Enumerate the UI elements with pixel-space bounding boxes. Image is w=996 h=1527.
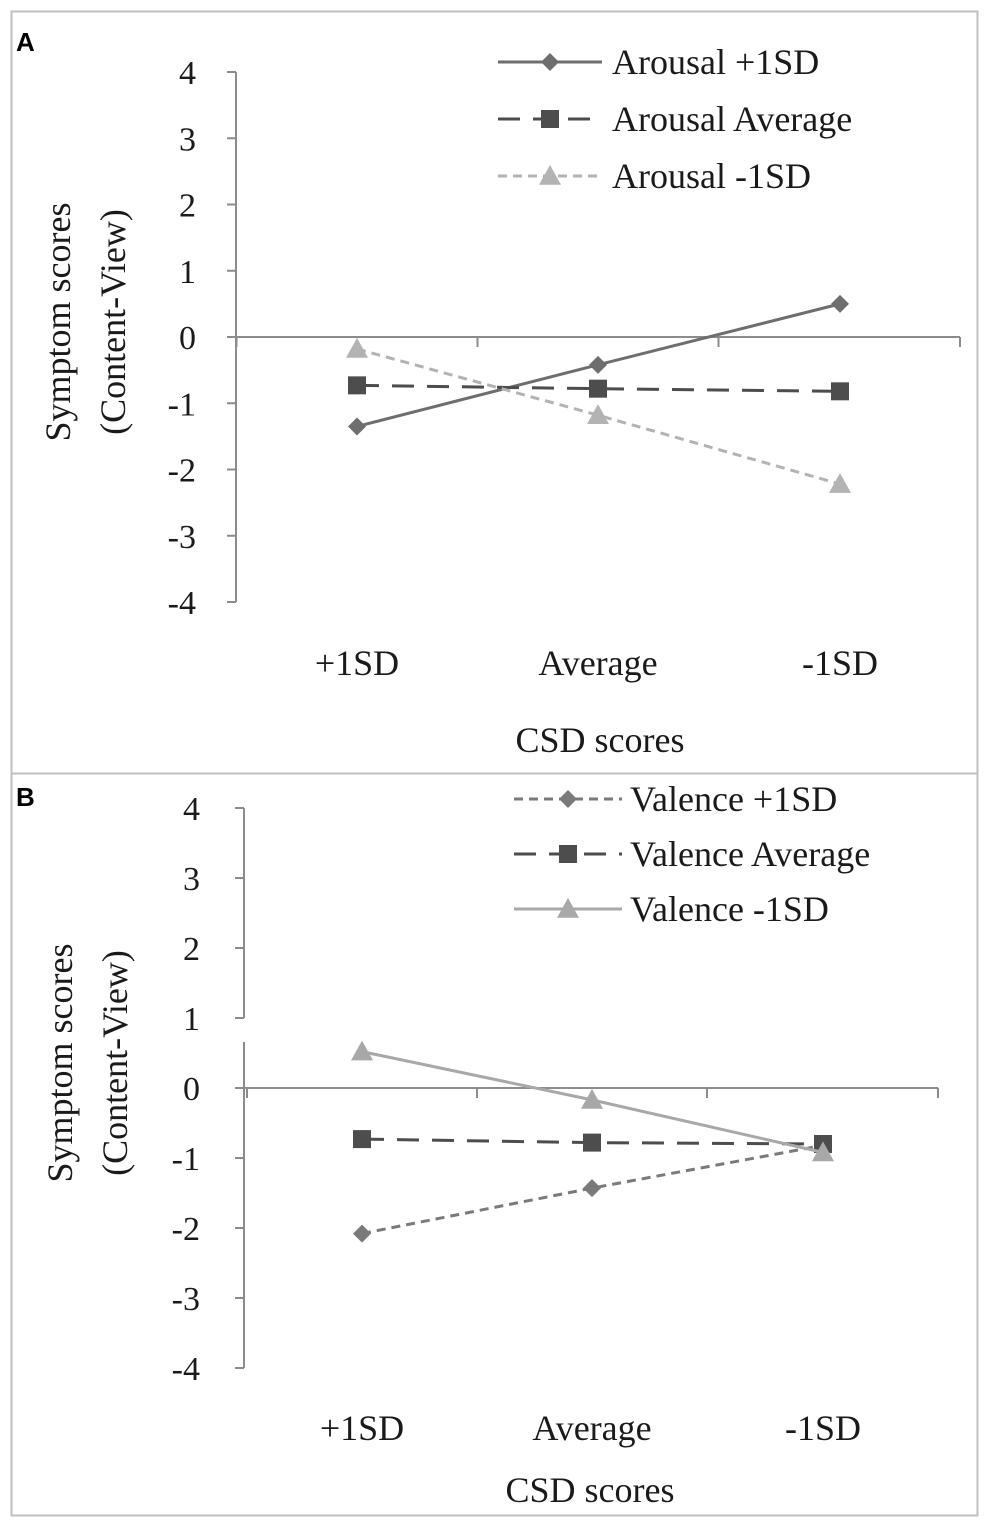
y-tick-label: 3	[179, 121, 196, 158]
y-tick-label: -3	[172, 1281, 200, 1318]
data-point-s1-2	[583, 1179, 601, 1198]
y-tick-label: 0	[183, 1071, 200, 1108]
x-tick-label: -1SD	[802, 643, 878, 683]
panel-b-letter: B	[16, 782, 35, 812]
x-tick-label: Average	[538, 643, 657, 683]
legend-marker-2	[559, 845, 577, 863]
data-point-s3-2	[581, 1088, 603, 1109]
legend-label-2: Arousal Average	[612, 99, 852, 139]
legend-marker-2	[541, 110, 559, 128]
y-tick-label: -2	[168, 453, 196, 490]
y-axis-title-line2: (Content-View)	[93, 209, 133, 435]
chart-panel-b: 4 3 2 1 0 -1 -2 -3 -4 +1SD Average -1SD CSD scores Sy…	[40, 779, 939, 1510]
legend-label-1: Valence +1SD	[630, 779, 837, 819]
data-point-s2-1	[353, 1130, 371, 1149]
y-tick-label: -3	[168, 519, 196, 556]
series-line-1	[361, 1143, 824, 1236]
data-point-s2-2	[583, 1133, 601, 1152]
data-point-s2-2	[589, 379, 607, 398]
data-point-s1-3	[831, 294, 849, 313]
y-tick-label: 4	[179, 55, 196, 92]
x-tick-label: -1SD	[785, 1408, 861, 1448]
data-point-s3-3	[812, 1141, 834, 1162]
data-point-s3-3	[829, 473, 851, 493]
data-point-s2-1	[348, 376, 366, 395]
data-point-s1-1	[353, 1224, 371, 1243]
legend-label-2: Valence Average	[630, 834, 870, 874]
data-point-s1-2	[589, 355, 607, 374]
y-tick-label: -1	[168, 386, 196, 423]
data-point-s3-1	[351, 1040, 373, 1061]
panel-a-letter: A	[16, 27, 35, 57]
x-axis-title: CSD scores	[516, 720, 685, 760]
data-point-s2-3	[831, 382, 849, 401]
y-tick-label: -4	[172, 1351, 200, 1388]
series-line-3	[356, 347, 841, 486]
data-point-s3-2	[587, 404, 609, 424]
x-tick-label: Average	[532, 1408, 651, 1448]
y-axis-title-line1: Symptom scores	[38, 203, 78, 442]
legend-label-3: Valence -1SD	[630, 889, 829, 929]
panel-b-frame	[10, 772, 979, 1517]
y-tick-label: 1	[183, 1001, 200, 1038]
x-tick-label: +1SD	[315, 643, 399, 683]
y-tick-label: 2	[183, 931, 200, 968]
y-tick-label: -4	[168, 585, 196, 622]
y-tick-label: -2	[172, 1211, 200, 1248]
y-tick-label: 1	[179, 254, 196, 291]
data-point-s3-1	[346, 337, 368, 358]
y-tick-label: 3	[183, 861, 200, 898]
y-tick-label: 0	[179, 320, 196, 357]
legend-marker-3	[539, 165, 561, 185]
series-line-2	[356, 383, 841, 393]
data-point-s1-1	[348, 417, 366, 436]
legend-marker-1	[559, 790, 577, 808]
legend-label-1: Arousal +1SD	[612, 42, 819, 82]
y-tick-label: -1	[172, 1141, 200, 1178]
legend-label-3: Arousal -1SD	[612, 156, 811, 196]
chart-panel-a: 4 3 2 1 0 -1 -2 -3 -4 +1SD Average -1SD CSD scores Sy…	[38, 42, 961, 760]
legend-marker-1	[541, 53, 559, 71]
x-axis-title: CSD scores	[506, 1470, 675, 1510]
y-tick-label: 2	[179, 188, 196, 225]
y-tick-label: 4	[183, 791, 200, 828]
y-axis-title-line1: Symptom scores	[40, 944, 80, 1183]
y-axis-title-line2: (Content-View)	[95, 950, 135, 1176]
x-tick-label: +1SD	[320, 1408, 404, 1448]
legend-marker-3	[557, 898, 579, 918]
